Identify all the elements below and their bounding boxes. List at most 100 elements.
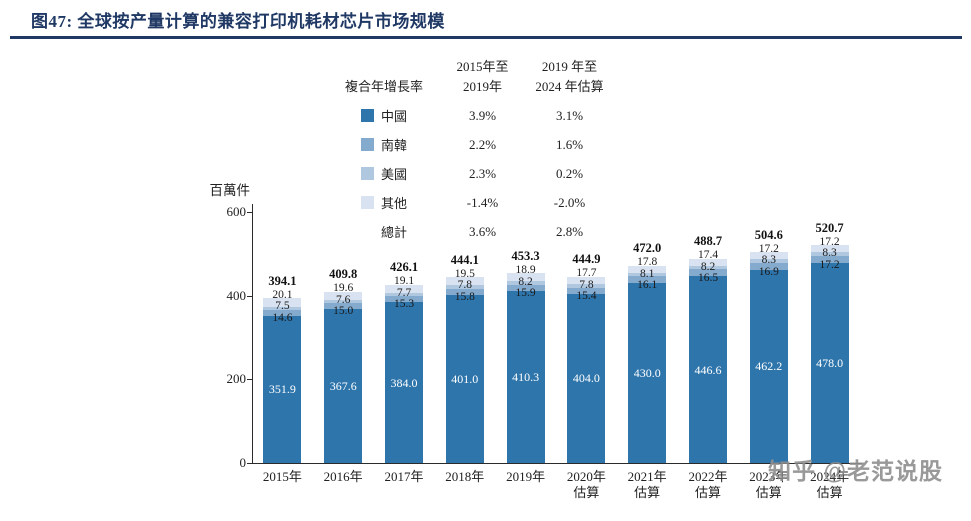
legend-series-label: 中國 xyxy=(381,109,408,124)
bar-segment-美國 xyxy=(506,281,545,285)
x-axis-label: 2015年 xyxy=(262,469,302,484)
legend-cagr-2019-2024: 0.2% xyxy=(555,165,584,181)
bar-value-美國: 8.3 xyxy=(761,254,776,267)
bar-segment-美國 xyxy=(324,299,363,303)
bar-value-南韓: 17.2 xyxy=(819,258,840,271)
bar-segment-其他 xyxy=(445,277,484,286)
bar-segment-南韓 xyxy=(749,262,788,270)
bar-value-中國: 404.0 xyxy=(572,371,600,386)
bar-segment-中國 xyxy=(263,315,302,463)
bar-value-美國: 7.8 xyxy=(457,279,472,292)
bar-value-美國: 7.8 xyxy=(579,278,594,291)
bar-total-value: 426.1 xyxy=(389,260,419,275)
bar-segment-南韓 xyxy=(324,302,363,310)
legend-series-label: 總計 xyxy=(381,225,408,240)
bar-segment-美國 xyxy=(385,292,423,296)
legend-series-name: 總計 xyxy=(343,222,445,241)
bar-value-南韓: 16.5 xyxy=(697,272,719,285)
legend-cagr-2015-2019: 3.6% xyxy=(468,223,497,239)
bar-segment-中國 xyxy=(324,309,363,463)
x-axis-label: 2024年 估算 xyxy=(810,469,850,500)
bar-total-value: 504.6 xyxy=(754,227,783,242)
bar-total-value: 409.8 xyxy=(329,267,358,282)
legend-col2-header-line2: 2024 年估算 xyxy=(535,78,604,94)
bar-value-其他: 17.2 xyxy=(758,242,779,255)
bar-segment-南韓 xyxy=(628,276,667,284)
bar-segment-南韓 xyxy=(385,295,423,303)
bar-segment-中國 xyxy=(567,293,606,463)
legend-series-label: 其他 xyxy=(381,196,408,211)
bar-segment-美國 xyxy=(749,259,788,263)
bar-segment-南韓 xyxy=(567,287,606,294)
bar-segment-中國 xyxy=(506,291,545,463)
legend-cagr-2015-2019: -1.4% xyxy=(466,194,499,210)
bar-segment-中國 xyxy=(385,302,423,463)
bar-segment-其他 xyxy=(263,298,302,307)
bar-value-南韓: 15.9 xyxy=(515,287,536,300)
bar-segment-美國 xyxy=(567,284,606,288)
y-tick-label: 400 xyxy=(226,287,247,303)
x-axis-label: 2022年 估算 xyxy=(688,469,728,500)
x-axis-label: 2016年 xyxy=(323,469,363,484)
bar-segment-中國 xyxy=(749,269,788,463)
x-axis-label: 2018年 xyxy=(445,469,485,484)
bar-value-南韓: 16.1 xyxy=(637,279,658,292)
bar-segment-美國 xyxy=(628,272,667,277)
x-axis-label: 2017年 xyxy=(384,469,424,484)
bar-value-美國: 8.2 xyxy=(700,260,716,273)
bar-total-value: 520.7 xyxy=(815,220,844,235)
legend-series-label: 南韓 xyxy=(381,138,408,153)
bar-value-其他: 17.7 xyxy=(576,267,597,280)
legend-cagr-2015-2019: 3.9% xyxy=(468,107,497,123)
y-tick-label: 600 xyxy=(226,204,247,219)
bar-value-美國: 7.5 xyxy=(275,300,290,313)
x-axis-label: 2020年 估算 xyxy=(566,469,606,500)
y-tick-mark xyxy=(247,463,252,464)
y-tick-label: 200 xyxy=(226,371,247,387)
bar-value-中國: 401.0 xyxy=(451,372,479,387)
bar-segment-南韓 xyxy=(506,284,545,292)
bar-segment-中國 xyxy=(689,276,727,463)
bar-segment-南韓 xyxy=(810,255,849,264)
legend-series-name: 美國 xyxy=(343,164,445,183)
bar-value-南韓: 15.4 xyxy=(576,290,597,303)
bar-value-中國: 384.0 xyxy=(390,375,418,390)
legend-row: 其他 -1.4% -2.0% xyxy=(343,188,619,217)
bar-total-value: 394.1 xyxy=(268,273,297,288)
legend-swatch-icon xyxy=(361,109,374,122)
y-axis-line xyxy=(252,204,253,464)
title-divider xyxy=(10,36,962,39)
bar-segment-美國 xyxy=(445,285,484,289)
bar-value-南韓: 15.8 xyxy=(454,290,475,303)
bar-total-value: 453.3 xyxy=(511,249,540,264)
bar-segment-南韓 xyxy=(689,269,727,277)
legend-row: 總計 3.6% 2.8% xyxy=(343,217,619,246)
legend-table: 2015年至 2019 年至 複合年增長率 2019年 2024 年估算 中國 3.9% 3.… xyxy=(343,55,619,246)
bar-value-南韓: 15.3 xyxy=(393,298,415,311)
bar-total-value: 472.0 xyxy=(633,241,662,256)
bar-segment-南韓 xyxy=(445,288,484,296)
legend-cagr-2015-2019: 2.2% xyxy=(468,136,497,152)
bar-value-美國: 7.6 xyxy=(336,293,351,306)
legend-cagr-2019-2024: 3.1% xyxy=(555,107,584,123)
x-axis-line xyxy=(252,463,862,464)
y-tick-mark xyxy=(247,212,252,213)
bar-value-南韓: 14.6 xyxy=(272,311,293,324)
bar-segment-美國 xyxy=(689,265,727,270)
bar-total-value: 444.9 xyxy=(572,252,601,267)
bar-value-其他: 19.1 xyxy=(393,275,415,288)
bar-value-美國: 8.2 xyxy=(518,275,533,288)
bar-total-value: 444.1 xyxy=(450,252,479,267)
y-tick-mark xyxy=(247,379,252,381)
legend-series-name: 中國 xyxy=(343,106,445,125)
bar-segment-中國 xyxy=(628,283,667,463)
y-axis-unit-label: 百萬件 xyxy=(209,183,251,198)
legend-col1-header-line2: 2019年 xyxy=(462,78,502,94)
bar-value-美國: 7.7 xyxy=(396,286,412,299)
bar-value-美國: 8.1 xyxy=(640,267,655,280)
legend-series-name: 其他 xyxy=(343,193,445,212)
bar-segment-其他 xyxy=(689,258,727,266)
bar-value-其他: 19.6 xyxy=(333,282,354,295)
x-axis-label: 2023年 估算 xyxy=(749,469,789,500)
